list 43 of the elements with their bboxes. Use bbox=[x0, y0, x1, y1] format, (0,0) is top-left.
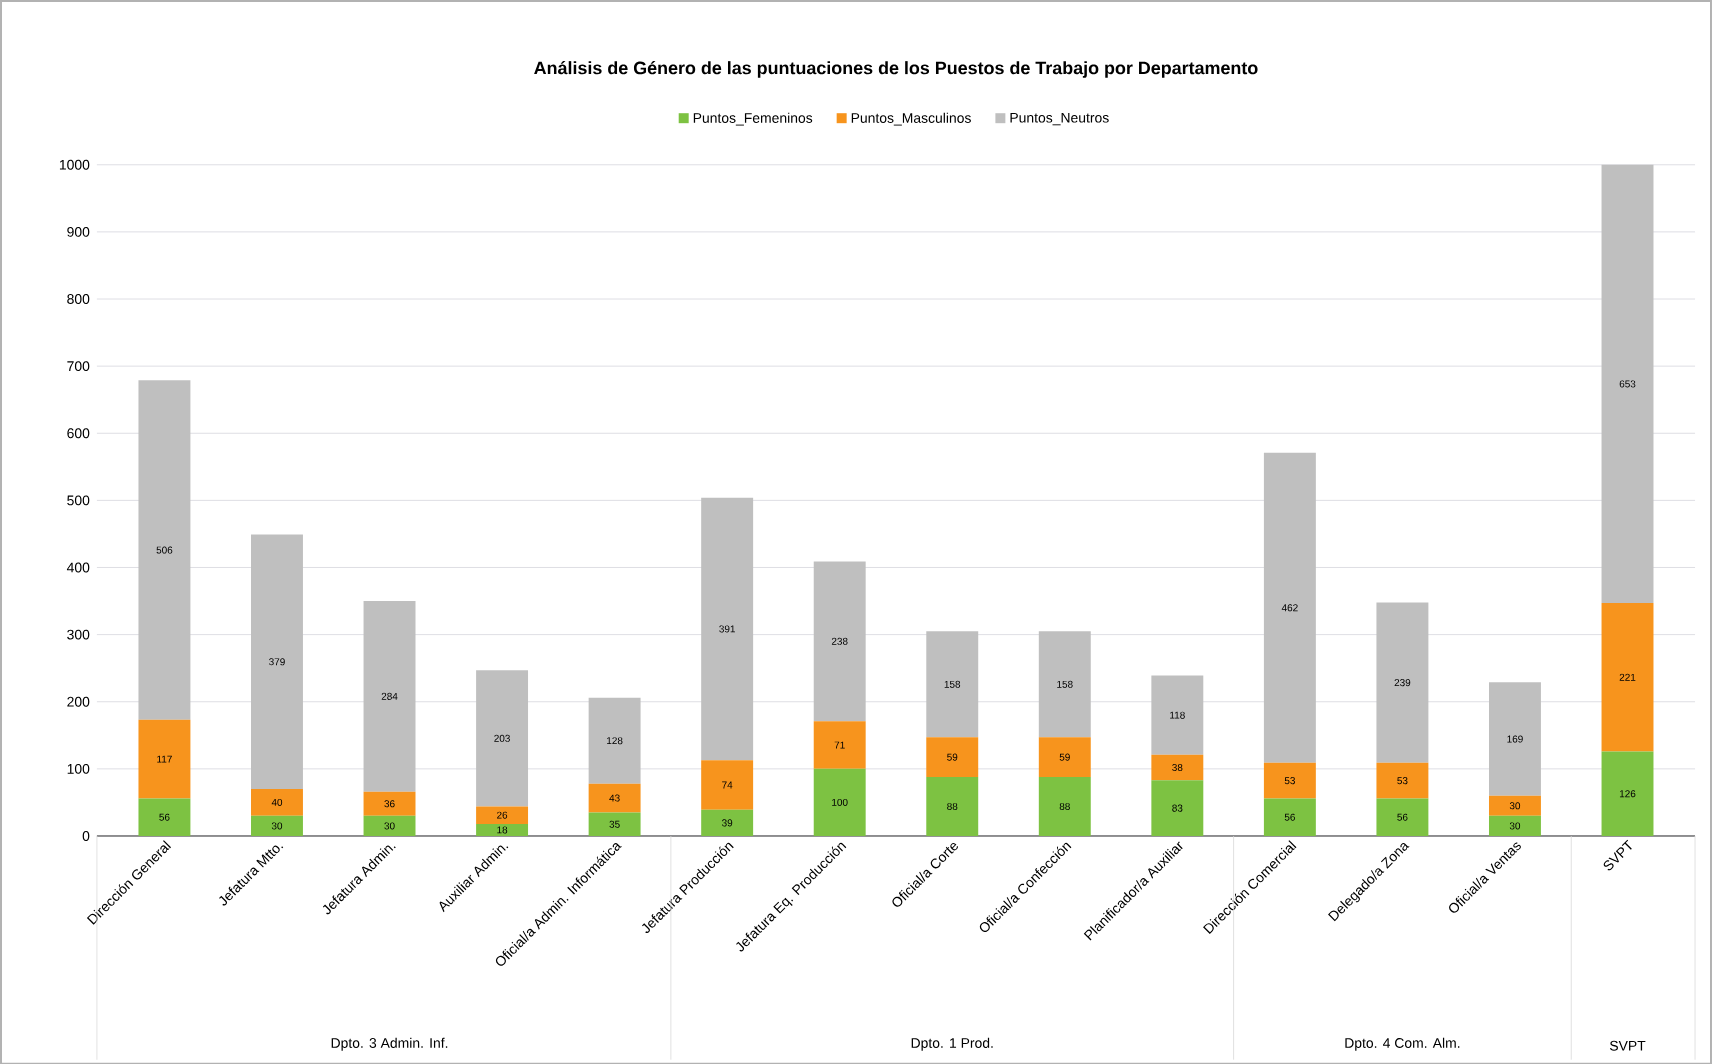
bar bbox=[1376, 602, 1429, 763]
bar bbox=[1151, 754, 1204, 780]
bar bbox=[251, 815, 303, 836]
bar bbox=[363, 815, 416, 836]
bar bbox=[1263, 798, 1316, 836]
bar bbox=[1488, 795, 1541, 816]
bar bbox=[926, 776, 979, 836]
bar bbox=[701, 809, 754, 836]
bar bbox=[1601, 602, 1654, 752]
bar bbox=[1601, 164, 1654, 603]
bar bbox=[1151, 675, 1204, 755]
bar bbox=[476, 669, 529, 807]
bar bbox=[1038, 630, 1091, 737]
bar bbox=[1263, 452, 1316, 763]
bar bbox=[813, 720, 866, 769]
bar bbox=[813, 561, 866, 721]
bar bbox=[138, 379, 191, 720]
bar bbox=[1488, 681, 1541, 796]
bar bbox=[1376, 762, 1429, 799]
chart-title: Análisis de Género de las puntuaciones de los Puestos de Trabajo por Departamento bbox=[534, 60, 1258, 78]
bar bbox=[588, 783, 641, 813]
bar bbox=[138, 719, 191, 799]
bar bbox=[363, 600, 416, 792]
bar bbox=[588, 697, 641, 784]
bar bbox=[701, 759, 754, 810]
bar bbox=[1488, 815, 1541, 836]
bar bbox=[1038, 736, 1091, 777]
bar bbox=[251, 534, 303, 789]
bar bbox=[701, 497, 754, 760]
bar bbox=[138, 798, 191, 836]
bar bbox=[1038, 776, 1091, 836]
bar bbox=[476, 806, 529, 824]
bar bbox=[588, 812, 641, 836]
bar bbox=[1376, 798, 1429, 836]
bar bbox=[813, 768, 866, 836]
bar bbox=[476, 823, 529, 836]
bar bbox=[363, 791, 416, 816]
bar bbox=[926, 630, 979, 737]
bar bbox=[251, 788, 303, 816]
bar bbox=[926, 736, 979, 777]
bar bbox=[1601, 751, 1654, 836]
bar bbox=[1151, 779, 1204, 836]
bar bbox=[1263, 762, 1316, 799]
